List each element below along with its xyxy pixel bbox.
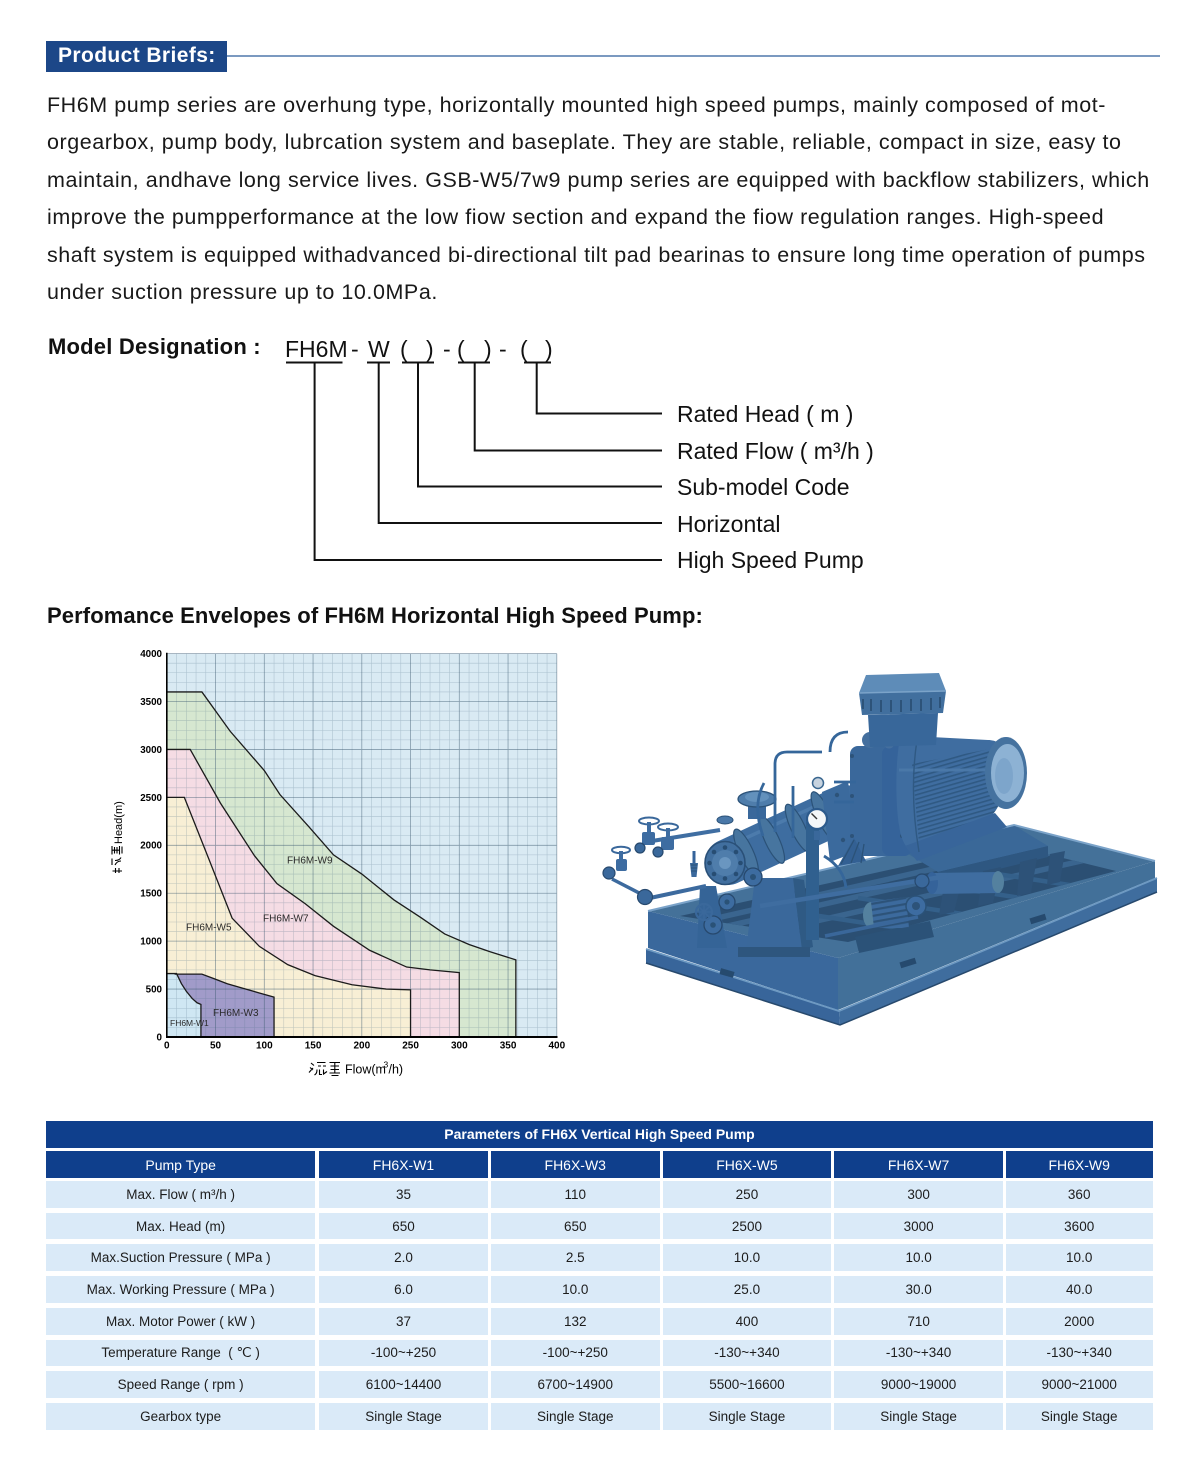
svg-text:/h): /h): [389, 1063, 404, 1077]
svg-text:0: 0: [157, 1032, 163, 1043]
svg-text:500: 500: [146, 984, 163, 995]
svg-text:FH6M-W5: FH6M-W5: [186, 923, 232, 934]
svg-text:1000: 1000: [140, 937, 162, 948]
svg-text:2500: 2500: [140, 793, 162, 804]
svg-text:Flow(m: Flow(m: [345, 1063, 386, 1077]
svg-text:FH6M-W9: FH6M-W9: [287, 856, 333, 867]
svg-text:350: 350: [500, 1041, 517, 1052]
svg-text:200: 200: [353, 1041, 370, 1052]
svg-text:3500: 3500: [140, 697, 162, 708]
svg-text:Head(m): Head(m): [113, 801, 125, 844]
svg-text:300: 300: [451, 1041, 468, 1052]
svg-text:50: 50: [210, 1041, 222, 1052]
svg-text:150: 150: [305, 1041, 322, 1052]
svg-text:3: 3: [384, 1060, 389, 1070]
svg-text:100: 100: [256, 1041, 273, 1052]
svg-text:1500: 1500: [140, 889, 162, 900]
svg-text:400: 400: [548, 1041, 565, 1052]
svg-text:4000: 4000: [140, 649, 162, 660]
svg-text:FH6M-W7: FH6M-W7: [263, 914, 309, 925]
svg-text:FH6M-W1: FH6M-W1: [170, 1018, 209, 1028]
svg-text:250: 250: [402, 1041, 419, 1052]
svg-text:2000: 2000: [140, 841, 162, 852]
svg-text:3000: 3000: [140, 745, 162, 756]
svg-text:0: 0: [164, 1041, 170, 1052]
svg-text:FH6M-W3: FH6M-W3: [213, 1008, 259, 1019]
